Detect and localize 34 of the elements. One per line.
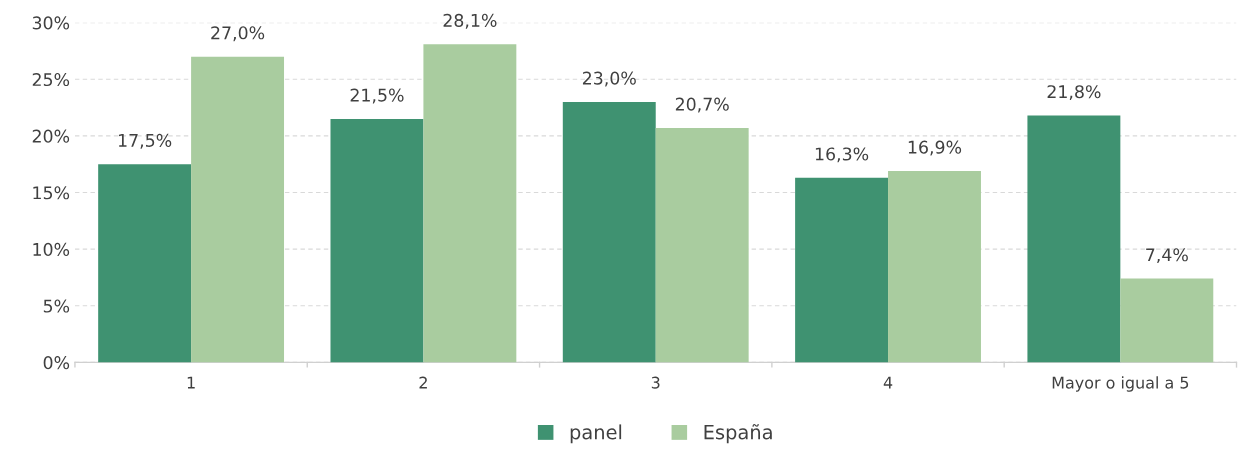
data-label: 21,8% [1047, 85, 1101, 101]
bar [330, 118, 424, 363]
y-tick-label: 5% [43, 299, 70, 313]
bar [655, 127, 749, 363]
data-label: 23,0% [582, 71, 636, 87]
data-label: 27,0% [211, 26, 265, 42]
y-tick-label: 25% [32, 72, 70, 87]
y-tick-label: 15% [33, 186, 70, 200]
data-label: 21,5% [350, 88, 404, 104]
x-tick-label: 3 [651, 376, 660, 389]
data-label: 16,3% [815, 147, 869, 163]
bar [1027, 115, 1121, 363]
bar [191, 56, 285, 363]
bar [1120, 278, 1214, 363]
x-tick-label: 1 [187, 376, 195, 389]
bar [795, 177, 889, 363]
bar [423, 44, 517, 363]
y-tick-label: 0% [43, 356, 70, 370]
data-label: 7,4% [1146, 248, 1188, 264]
x-tick-label: 2 [419, 376, 427, 389]
y-tick-label: 30% [32, 16, 70, 30]
legend-label: panel [570, 424, 622, 444]
bar [562, 101, 656, 363]
y-tick-label: 20% [32, 129, 70, 143]
legend-label: España [704, 424, 772, 444]
data-label: 28,1% [443, 13, 497, 29]
bar [98, 164, 192, 363]
data-label: 16,9% [908, 140, 962, 156]
x-tick-label: 4 [883, 376, 893, 389]
y-tick-label: 10% [33, 242, 70, 256]
data-label: 20,7% [675, 97, 729, 113]
x-tick-label: Mayor o igual a 5 [1052, 376, 1189, 392]
data-label: 17,5% [118, 133, 172, 149]
bar [888, 171, 981, 363]
